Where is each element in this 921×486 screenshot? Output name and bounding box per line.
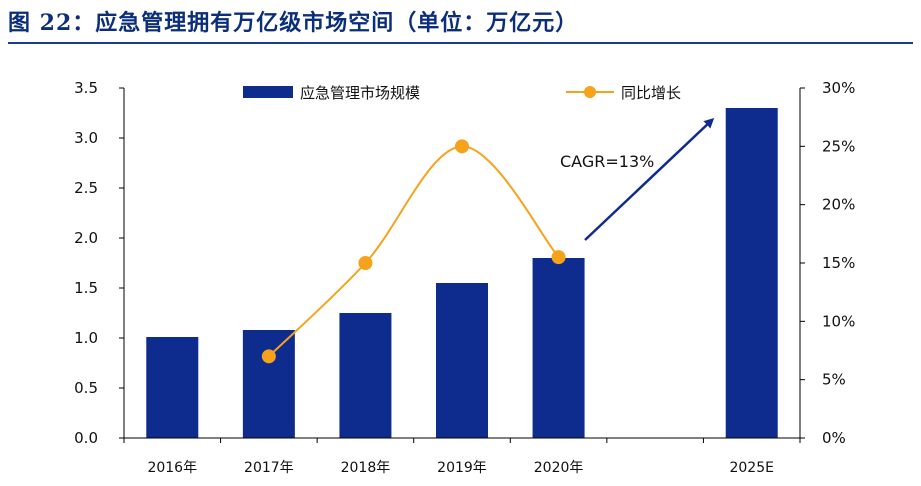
growth-line bbox=[268, 145, 560, 358]
x-tick-label: 2025E bbox=[729, 460, 773, 476]
y-right-tick-label: 10% bbox=[822, 312, 855, 330]
y-left-tick-label: 3.0 bbox=[74, 129, 98, 147]
y-left-tick-label: 3.5 bbox=[74, 79, 98, 97]
axes-group: 0.0 0.5 1.0 1.5 2.0 2.5 3.0 3.5 0% 5% 10% 15% 20% 25%… bbox=[74, 79, 855, 476]
y-left-tick-label: 2.0 bbox=[74, 229, 98, 247]
y-right-tick-label: 20% bbox=[822, 196, 855, 214]
legend-label-line: 同比增长 bbox=[621, 84, 681, 102]
growth-point-2017年 bbox=[261, 349, 276, 364]
legend-swatch-bar bbox=[243, 86, 293, 98]
y-left-tick-label: 1.5 bbox=[74, 279, 98, 297]
bar-2016年 bbox=[146, 337, 199, 438]
x-tick-label: 2018年 bbox=[341, 460, 391, 476]
y-right-tick-label: 15% bbox=[822, 254, 855, 272]
y-left-tick-label: 0.0 bbox=[74, 429, 98, 447]
bar-2017年 bbox=[242, 330, 295, 438]
y-left-tick-label: 0.5 bbox=[74, 379, 98, 397]
y-right-tick-label: 25% bbox=[822, 137, 855, 155]
growth-point-2020年 bbox=[551, 250, 566, 265]
y-right-tick-label: 0% bbox=[822, 429, 846, 447]
x-tick-label: 2017年 bbox=[244, 460, 294, 476]
legend: 应急管理市场规模 同比增长 bbox=[243, 84, 681, 102]
figure-title: 图 22：应急管理拥有万亿级市场空间（单位：万亿元） bbox=[8, 10, 579, 36]
y-right-tick-label: 5% bbox=[822, 371, 846, 389]
title-rule bbox=[8, 42, 913, 44]
x-tick-label: 2020年 bbox=[534, 460, 584, 476]
cagr-annotation: CAGR=13% bbox=[560, 152, 654, 171]
growth-line-group bbox=[261, 139, 566, 364]
bar-2025E bbox=[725, 108, 778, 438]
bar-2020年 bbox=[532, 258, 585, 438]
y-right-tick-label: 30% bbox=[822, 79, 855, 97]
legend-swatch-marker bbox=[584, 86, 596, 98]
bar-2018年 bbox=[339, 313, 392, 438]
growth-point-2018年 bbox=[358, 256, 373, 270]
y-left-tick-label: 1.0 bbox=[74, 329, 98, 347]
x-tick-label: 2019年 bbox=[437, 460, 487, 476]
bar-2019年 bbox=[436, 283, 488, 438]
y-left-tick-label: 2.5 bbox=[74, 179, 98, 197]
cagr-arrow bbox=[584, 117, 715, 241]
legend-label-bar: 应急管理市场规模 bbox=[300, 84, 420, 102]
x-tick-label: 2016年 bbox=[147, 460, 197, 476]
growth-point-2019年 bbox=[455, 139, 469, 154]
annotation-group: CAGR=13% bbox=[560, 117, 715, 241]
bars-group bbox=[146, 108, 778, 438]
